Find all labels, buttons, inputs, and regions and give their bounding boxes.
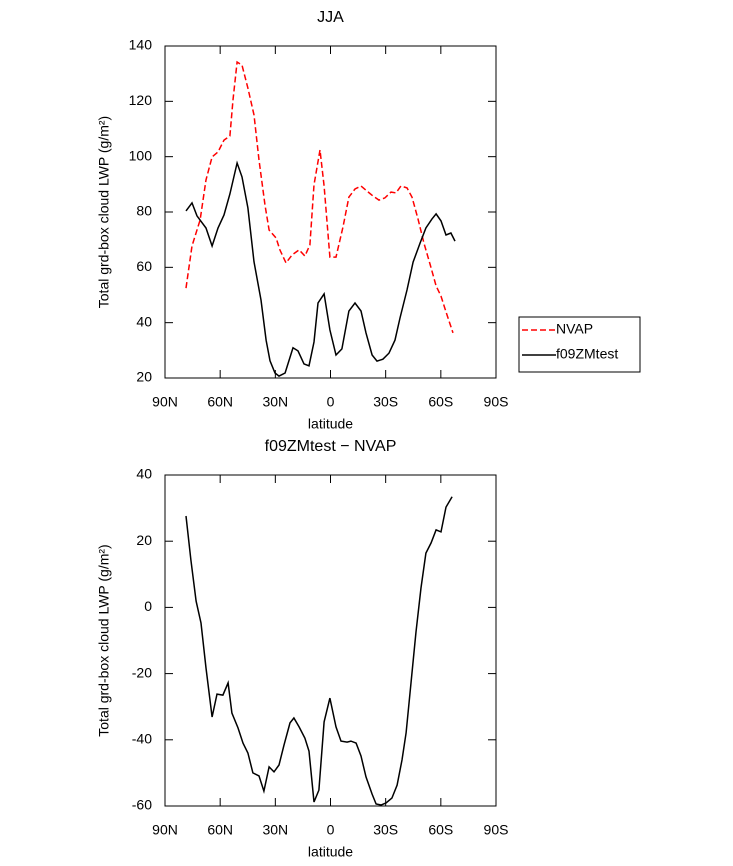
y-tick-label: 80 [136,203,152,219]
x-tick-label: 90N [152,822,178,838]
y-tick-label: 20 [136,369,152,385]
x-tick-label: 30S [373,822,398,838]
plot-frame [164,45,497,379]
y-tick-label: 100 [129,147,153,163]
y-tick-label: 60 [136,258,152,274]
x-tick-label: 90N [152,394,178,410]
x-axis-label: latitude [308,844,353,860]
data-line [185,160,456,377]
x-tick-label: 30N [262,394,288,410]
data-line [185,60,454,334]
data-line [185,496,453,806]
y-tick-label: -40 [132,731,152,747]
y-tick-label: 40 [136,466,152,482]
chart-title: f09ZMtest − NVAP [265,438,397,455]
y-tick-label: -60 [132,797,152,813]
y-tick-label: 140 [129,37,153,53]
x-tick-label: 0 [327,822,335,838]
y-axis-label: Total grd-box cloud LWP (g/m²) [96,116,112,308]
y-tick-label: 20 [136,532,152,548]
x-tick-label: 60N [207,822,233,838]
y-tick-label: 120 [129,92,153,108]
x-tick-label: 90S [484,822,509,838]
y-tick-label: -20 [132,664,152,680]
x-tick-label: 60S [428,822,453,838]
legend-label: NVAP [556,321,593,337]
x-tick-label: 90S [484,394,509,410]
y-tick-label: 40 [136,313,152,329]
x-axis-label: latitude [308,416,353,432]
x-tick-label: 30S [373,394,398,410]
plot-frame [164,474,497,807]
chart-title: JJA [317,9,344,26]
x-tick-label: 60N [207,394,233,410]
x-tick-label: 0 [327,394,335,410]
legend-box [518,316,641,373]
x-tick-label: 60S [428,394,453,410]
y-axis-label: Total grd-box cloud LWP (g/m²) [96,544,112,736]
legend-label: f09ZMtest [556,346,618,362]
x-tick-label: 30N [262,822,288,838]
y-tick-label: 0 [144,598,152,614]
